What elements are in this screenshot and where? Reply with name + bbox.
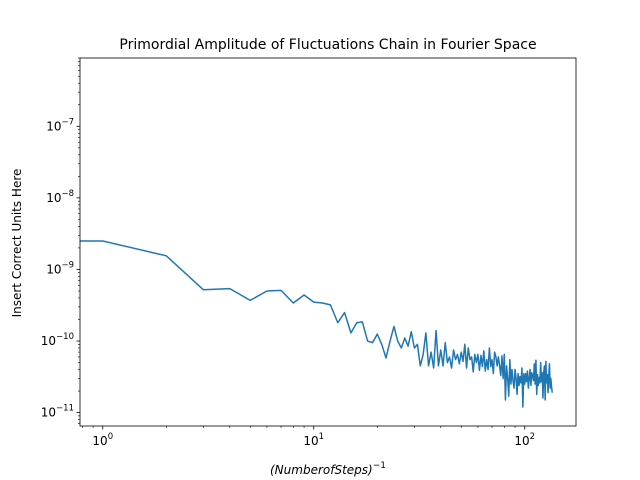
axes-frame xyxy=(79,57,577,427)
x-tick-label-exponent: 0 xyxy=(108,432,113,442)
x-tick-label-base: 10 xyxy=(514,434,529,448)
x-tick-label: 101 xyxy=(303,432,324,448)
y-axis-label: Insert Correct Units Here xyxy=(10,169,24,318)
y-tick-label-exponent: −9 xyxy=(61,260,74,270)
x-tick-label-exponent: 2 xyxy=(530,432,535,442)
y-tick-label-exponent: −11 xyxy=(56,404,74,414)
x-tick-label: 100 xyxy=(92,432,113,448)
x-axis-label-base: (NumberofSteps) xyxy=(270,463,373,477)
y-tick-label-exponent: −8 xyxy=(61,189,74,199)
y-tick-label: 10−9 xyxy=(46,260,74,276)
x-axis-label: (NumberofSteps)−1 xyxy=(270,461,386,477)
x-axis-label-exponent: −1 xyxy=(373,461,386,471)
x-tick-label: 102 xyxy=(514,432,535,448)
y-tick-label-base: 10 xyxy=(41,334,56,348)
x-tick-label-exponent: 1 xyxy=(319,432,324,442)
chart-title: Primordial Amplitude of Fluctuations Cha… xyxy=(119,37,536,53)
y-tick-label: 10−8 xyxy=(46,189,74,205)
y-tick-label-exponent: −7 xyxy=(61,117,74,127)
x-tick-label-base: 10 xyxy=(303,434,318,448)
y-tick-label-base: 10 xyxy=(46,119,61,133)
y-tick-label-base: 10 xyxy=(46,262,61,276)
y-tick-label: 10−7 xyxy=(46,117,74,133)
series-line xyxy=(80,240,553,408)
x-tick-label-base: 10 xyxy=(92,434,107,448)
y-tick-label-base: 10 xyxy=(46,191,61,205)
y-tick-label-exponent: −10 xyxy=(56,332,74,342)
y-tick-label: 10−11 xyxy=(41,404,74,420)
y-tick-label: 10−10 xyxy=(41,332,74,348)
y-tick-label-base: 10 xyxy=(41,406,56,420)
